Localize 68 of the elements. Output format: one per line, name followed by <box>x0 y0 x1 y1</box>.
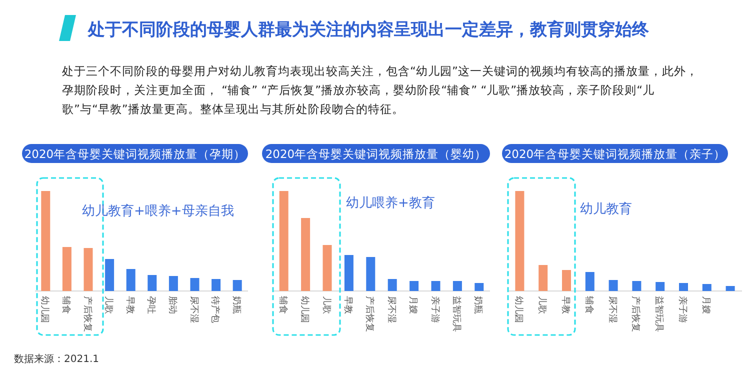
bar <box>515 191 524 291</box>
bar <box>301 218 310 291</box>
bar <box>366 257 376 291</box>
bar <box>585 272 594 291</box>
bar <box>656 282 665 291</box>
x-tick-label: 辅食 <box>583 296 594 314</box>
x-tick-label: 幼儿园 <box>299 296 310 323</box>
annotation: 幼儿教育+喂养+母亲自我 <box>82 203 234 219</box>
annotation: 幼儿喂养+教育 <box>346 195 435 211</box>
bar <box>431 281 440 291</box>
x-tick-label: 幼儿园 <box>39 296 50 323</box>
text: 处于不同阶段的母婴人群最为关注的内容呈现出一定差异，教育则贯穿始终 <box>87 19 650 40</box>
x-tick-label: 早教 <box>342 296 354 314</box>
bar <box>168 276 178 291</box>
bar <box>322 245 332 291</box>
bar <box>452 281 462 291</box>
x-tick-label: 儿歌 <box>103 296 114 314</box>
x-tick-label: 尿不湿 <box>386 296 397 323</box>
chart-title: 2020年含母婴关键词视频播放量（孕期） <box>24 147 246 161</box>
x-tick-label: 胎动 <box>166 296 178 314</box>
bar <box>84 248 93 291</box>
bar <box>608 280 618 291</box>
chart-title: 2020年含母婴关键词视频播放量（亲子） <box>504 147 726 161</box>
x-tick-label: 儿歌 <box>320 296 332 314</box>
bar <box>726 286 735 291</box>
bar <box>538 265 548 291</box>
source-note: 数据来源：2021.1 <box>14 353 99 365</box>
x-tick-label: 待产包 <box>210 296 221 323</box>
x-tick-label: 孕吐 <box>146 296 157 314</box>
x-tick-label: 月嫂 <box>700 296 712 314</box>
x-tick-label: 尿不湿 <box>606 296 618 323</box>
bar <box>41 191 50 291</box>
bar <box>344 255 354 291</box>
bar <box>232 280 242 291</box>
x-tick-label: 早教 <box>124 296 136 314</box>
bar <box>410 281 419 291</box>
x-tick-label: 亲子游 <box>677 296 688 323</box>
x-tick-label: 奶瓶 <box>472 296 484 314</box>
bar <box>474 283 484 291</box>
bar <box>126 269 136 291</box>
x-tick-label: 奶瓶 <box>230 296 242 314</box>
bar <box>105 259 114 291</box>
x-tick-label: 辅食 <box>60 296 72 314</box>
x-tick-label: 产后恢复 <box>630 296 642 332</box>
x-tick-label: 益智玩具 <box>450 296 462 332</box>
bar <box>62 247 72 291</box>
x-tick-label: 儿歌 <box>536 296 548 314</box>
x-tick-label: 产后恢复 <box>364 296 376 332</box>
bar <box>388 279 397 291</box>
annotation: 幼儿教育 <box>580 201 632 217</box>
bar <box>190 278 200 291</box>
bar <box>212 279 221 291</box>
bar <box>679 283 688 291</box>
x-tick-label: 辅食 <box>277 296 288 314</box>
x-tick-label: 月嫂 <box>408 296 419 314</box>
x-tick-label: 益智玩具 <box>654 296 665 332</box>
bar <box>702 284 712 291</box>
x-tick-label: 亲子游 <box>429 296 440 323</box>
x-tick-label: 幼儿园 <box>513 296 524 323</box>
bar <box>632 281 642 291</box>
x-tick-label: 产后恢复 <box>82 296 93 332</box>
text: 处于三个不同阶段的母婴用户对幼儿教育均表现出较高关注，包含“幼儿园”这一关键词的视频均有较高的播放量，此外，孕期阶段时，关注更加全面， “辅食” “产后恢复”播放亦较高，婴幼阶段“辅食” “儿歌”播放较高，亲子阶段则“儿歌”与“早教”播放量更高。整体呈现出与其所处阶段吻合的特征。 <box>62 63 699 118</box>
x-tick-label: 早教 <box>560 296 571 314</box>
bar <box>148 275 157 291</box>
chart-title: 2020年含母婴关键词视频播放量（婴幼） <box>265 147 487 161</box>
x-tick-label: 尿不湿 <box>188 296 200 323</box>
bar <box>279 191 288 291</box>
bar <box>562 270 571 291</box>
